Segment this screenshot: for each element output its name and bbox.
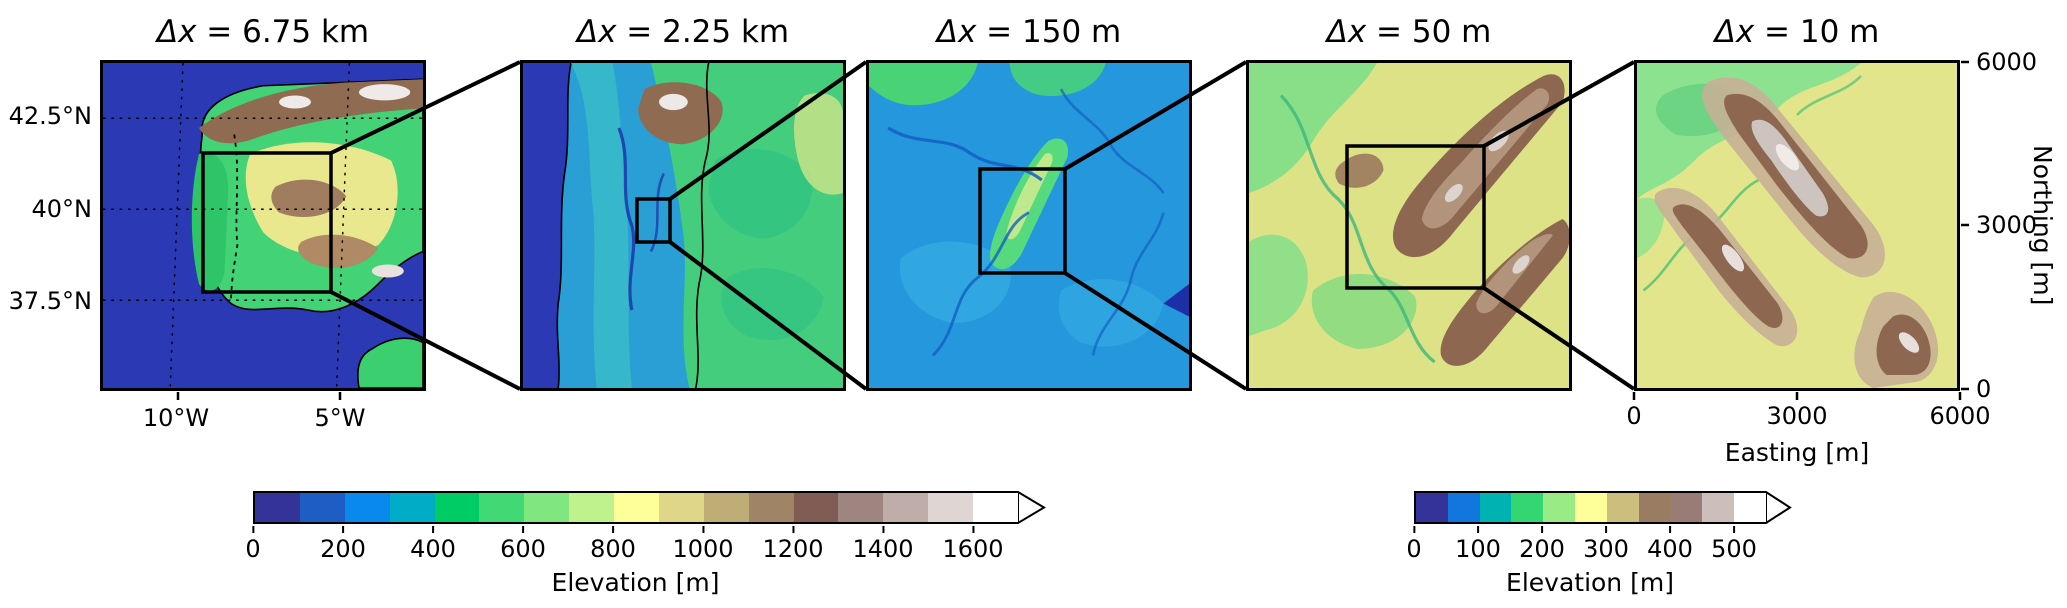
colorbar-tick-label: 400 xyxy=(1647,526,1693,563)
resolution-value: = 10 m xyxy=(1754,14,1880,50)
colorbar-extend-arrow xyxy=(1766,491,1792,524)
panel-title-1: Δx = 6.75 km xyxy=(100,12,426,52)
colorbar-tick-label: 800 xyxy=(590,526,636,563)
colorbar-tick-label: 400 xyxy=(410,526,456,563)
northing-tick-6000: 6000 xyxy=(1976,48,2038,76)
map-panel-150m xyxy=(866,60,1192,391)
elevation-map-ridges xyxy=(1249,63,1569,388)
panel-title-5: Δx = 10 m xyxy=(1634,12,1960,52)
colorbar-tick-label: 500 xyxy=(1711,526,1757,563)
panel-title-4: Δx = 50 m xyxy=(1246,12,1572,52)
colorbar-tick-label: 1400 xyxy=(852,526,913,563)
colorbar-elevation-fine: 0 100 200 300 400 500 Elevation [m] xyxy=(1406,491,1799,601)
delta-x-symbol: Δx xyxy=(576,14,617,50)
colorbar-elevation-coarse: 0 200 400 600 800 1000 1200 1400 1600 El… xyxy=(245,491,1053,601)
northing-tick-0: 0 xyxy=(1976,375,1992,403)
colorbar-label: Elevation [m] xyxy=(551,568,720,597)
resolution-value: = 150 m xyxy=(976,14,1122,50)
delta-x-symbol: Δx xyxy=(156,14,197,50)
lat-tick-37-5n: 37.5°N xyxy=(8,287,92,315)
colorbar-tick-label: 0 xyxy=(1406,526,1421,563)
elevation-map-zoom xyxy=(1637,63,1957,388)
elevation-map-iberia xyxy=(103,63,423,388)
elevation-map-coast xyxy=(523,63,843,388)
colorbar-tick-label: 200 xyxy=(1519,526,1565,563)
easting-tick-3000: 3000 xyxy=(1766,402,1828,430)
resolution-value: = 6.75 km xyxy=(196,14,370,50)
lon-tick-5w: 5°W xyxy=(314,404,366,432)
colorbar-tick-row: 0 200 400 600 800 1000 1200 1400 1600 xyxy=(245,524,1018,568)
resolution-value: = 50 m xyxy=(1366,14,1492,50)
colorbar-tick-label: 0 xyxy=(245,526,260,563)
map-panel-10m xyxy=(1634,60,1960,391)
colorbar-extend-arrow xyxy=(1018,491,1046,524)
lon-tick-10w: 10°W xyxy=(142,404,210,432)
easting-tick-0: 0 xyxy=(1626,402,1642,430)
colorbar-gradient xyxy=(253,491,1018,524)
northing-axis-label: Northing [m] xyxy=(2028,145,2057,306)
colorbar-gradient xyxy=(1414,491,1766,524)
delta-x-symbol: Δx xyxy=(936,14,977,50)
map-panel-50m xyxy=(1246,60,1572,391)
easting-tick-6000: 6000 xyxy=(1929,402,1991,430)
elevation-map-valley xyxy=(869,63,1189,388)
colorbar-tick-row: 0 100 200 300 400 500 xyxy=(1406,524,1766,568)
map-panel-2-25km xyxy=(520,60,846,391)
lat-tick-40n: 40°N xyxy=(31,195,93,223)
colorbar-label: Elevation [m] xyxy=(1506,568,1674,597)
delta-x-symbol: Δx xyxy=(1714,14,1755,50)
colorbar-tick-label: 200 xyxy=(320,526,366,563)
colorbar-tick-label: 300 xyxy=(1583,526,1629,563)
colorbar-tick-label: 1200 xyxy=(762,526,823,563)
delta-x-symbol: Δx xyxy=(1326,14,1367,50)
colorbar-tick-label: 600 xyxy=(500,526,546,563)
panel-title-3: Δx = 150 m xyxy=(866,12,1192,52)
lat-tick-42-5n: 42.5°N xyxy=(8,102,92,130)
panel-title-2: Δx = 2.25 km xyxy=(520,12,846,52)
colorbar-tick-label: 1000 xyxy=(672,526,733,563)
map-panel-6-75km xyxy=(100,60,426,391)
easting-axis-label: Easting [m] xyxy=(1724,438,1870,467)
northing-tick-3000: 3000 xyxy=(1976,211,2038,239)
resolution-value: = 2.25 km xyxy=(616,14,790,50)
colorbar-tick-label: 1600 xyxy=(942,526,1003,563)
colorbar-tick-label: 100 xyxy=(1455,526,1501,563)
